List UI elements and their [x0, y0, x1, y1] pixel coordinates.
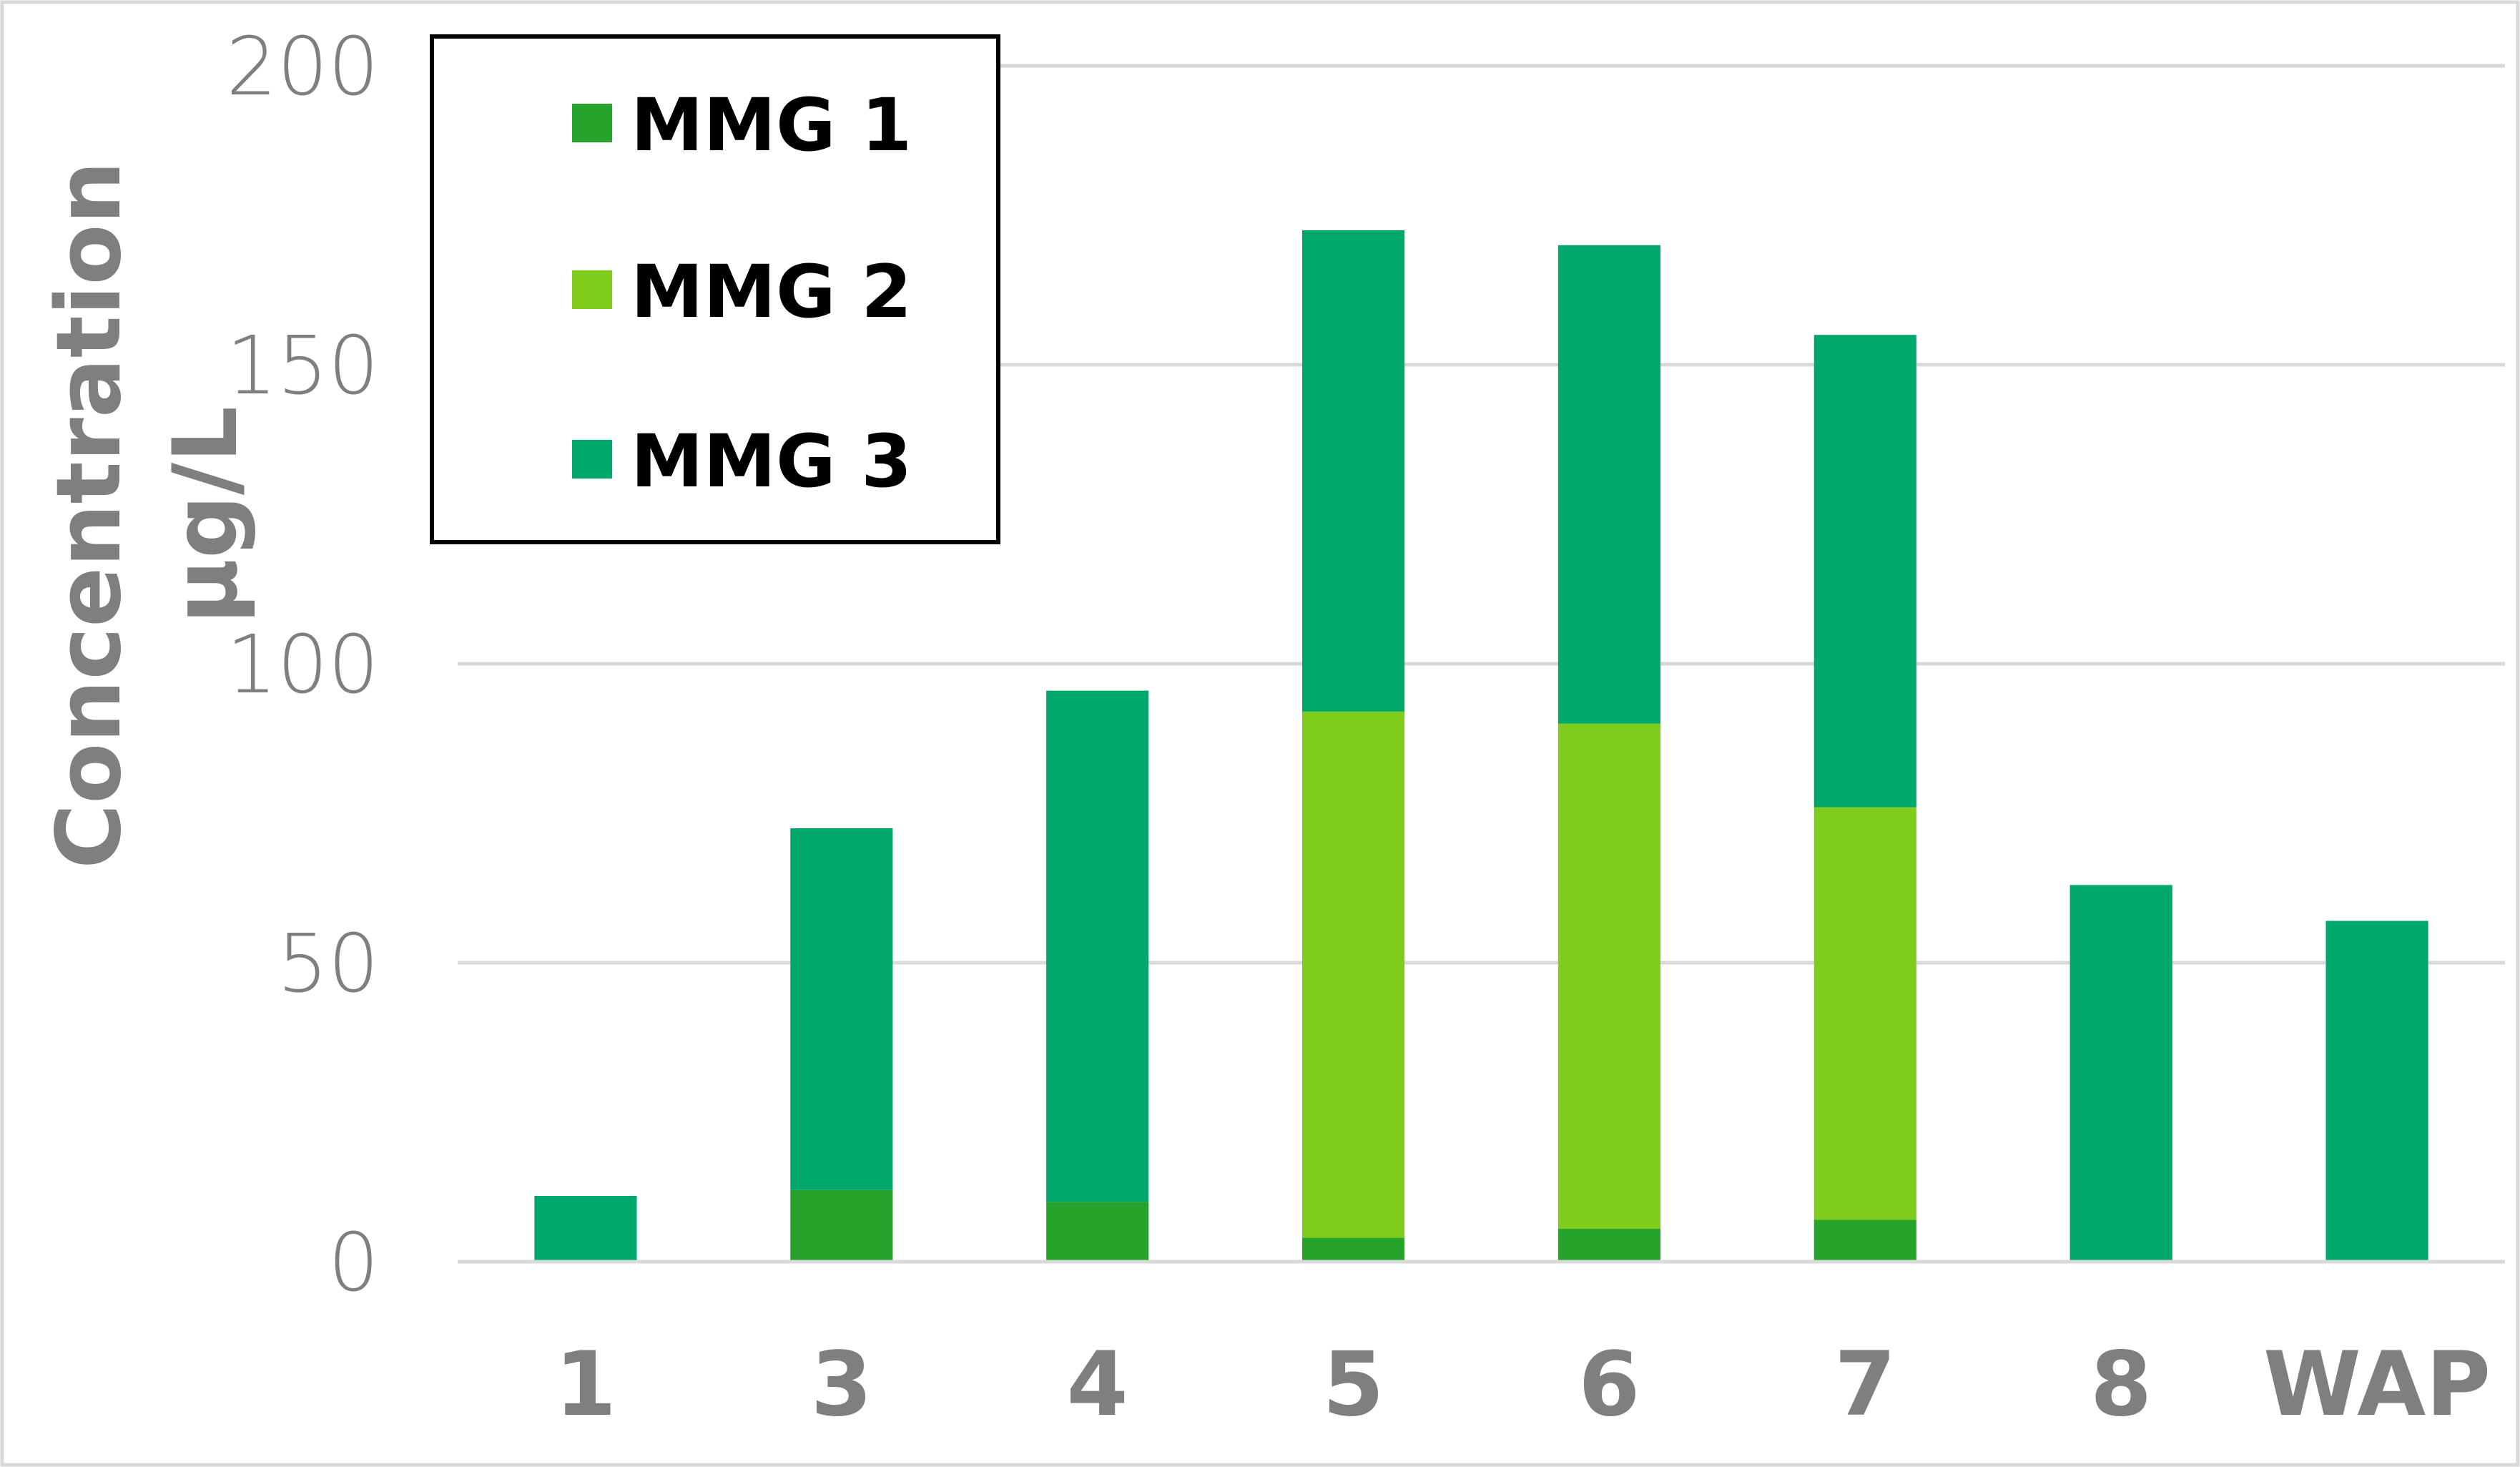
- bar-segment: [790, 828, 893, 1190]
- y-tick-label: 50: [277, 918, 379, 1011]
- bar-segment: [790, 1189, 893, 1262]
- legend-label: MMG 1: [631, 83, 912, 168]
- legend-label: MMG 3: [631, 419, 912, 504]
- legend-swatch: [572, 440, 612, 479]
- bar-segment: [1557, 245, 1661, 724]
- legend: MMG 1 MMG 2 MMG 3: [430, 34, 1000, 544]
- bar-segment: [1301, 230, 1405, 712]
- y-tick-label: 200: [226, 21, 379, 114]
- legend-box: [430, 34, 1000, 544]
- x-tick-label: 5: [1322, 1333, 1384, 1436]
- x-tick-label: 6: [1578, 1333, 1640, 1436]
- legend-swatch: [572, 104, 612, 142]
- x-tick-label: 8: [2090, 1333, 2152, 1436]
- bar-segment: [1557, 1229, 1661, 1262]
- bar-segment: [1301, 1237, 1405, 1262]
- bar-segment: [1813, 807, 1916, 1220]
- y-tick-label: 150: [226, 320, 379, 413]
- bar-segment: [2325, 921, 2428, 1262]
- legend-label: MMG 2: [631, 250, 912, 335]
- bar-segment: [1557, 723, 1661, 1230]
- y-axis-title-line2: µg/L: [154, 406, 257, 624]
- bar-segment: [1046, 690, 1149, 1202]
- x-tick-label: 4: [1067, 1333, 1128, 1436]
- bar-segment: [534, 1196, 637, 1262]
- bar-segment: [1301, 711, 1405, 1238]
- y-axis-title: Concentration µg/L: [38, 161, 257, 869]
- x-axis-ticks: 1 3 4 5 6 7 8 WAP: [555, 1333, 2491, 1436]
- y-tick-label: 0: [328, 1217, 379, 1310]
- x-tick-label: 7: [1834, 1333, 1896, 1436]
- y-tick-label: 100: [226, 619, 379, 712]
- bar-segment: [1046, 1202, 1149, 1262]
- y-axis-title-line1: Concentration: [38, 161, 141, 869]
- x-tick-label: 1: [555, 1333, 616, 1436]
- legend-swatch: [572, 270, 612, 309]
- bar-segment: [2069, 885, 2172, 1262]
- bar-segment: [1813, 1220, 1916, 1262]
- bars: [534, 230, 2428, 1262]
- x-tick-label: WAP: [2263, 1333, 2491, 1436]
- x-tick-label: 3: [811, 1333, 872, 1436]
- bar-segment: [1813, 335, 1916, 808]
- y-axis-ticks: 0 50 100 150 200: [226, 21, 379, 1310]
